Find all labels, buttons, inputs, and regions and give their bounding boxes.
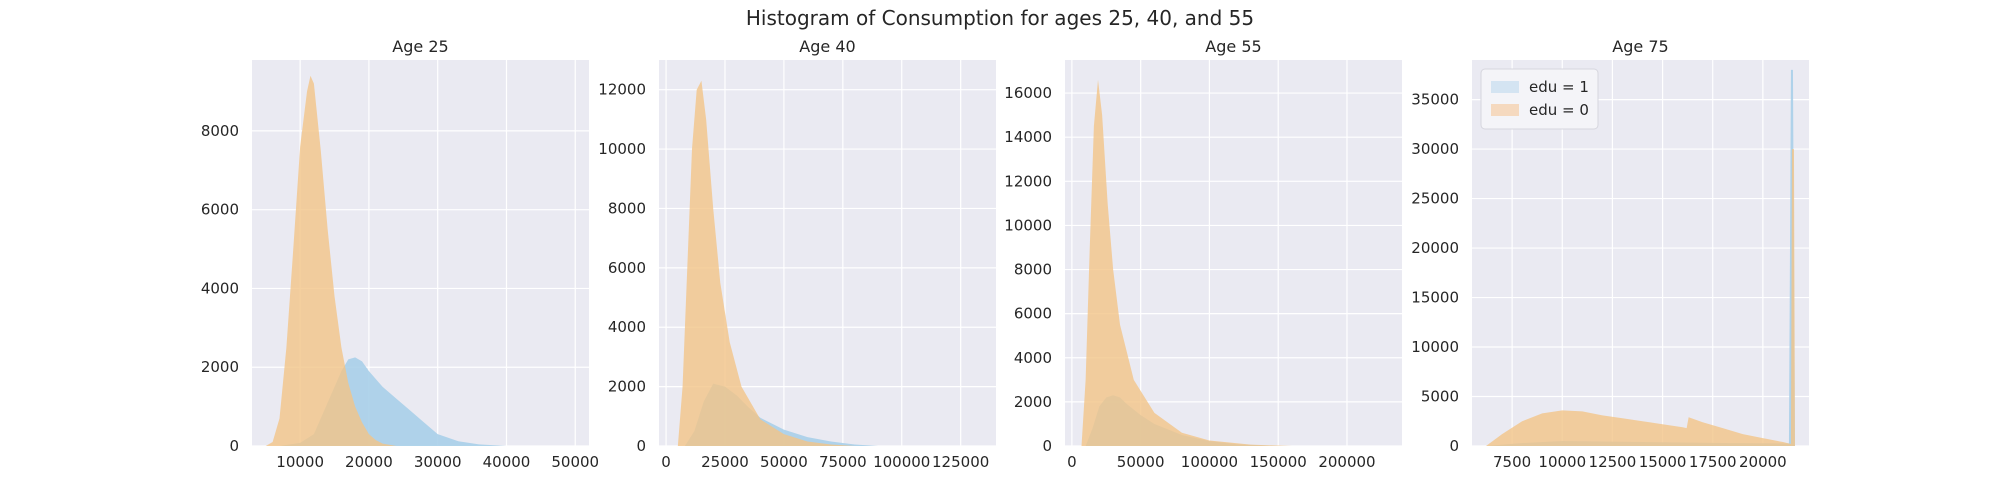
- x-tick-label: 25000: [701, 453, 749, 471]
- subplot-title: Age 55: [1205, 37, 1261, 56]
- y-tick-label: 6000: [1014, 305, 1052, 323]
- legend: edu = 1 edu = 0: [1480, 68, 1599, 130]
- subplot-title: Age 25: [392, 37, 448, 56]
- y-tick-label: 2000: [1014, 393, 1052, 411]
- y-tick-label: 30000: [1411, 140, 1459, 158]
- y-tick-label: 10000: [1411, 338, 1459, 356]
- figure-title: Histogram of Consumption for ages 25, 40…: [746, 6, 1254, 30]
- legend-swatch: [1491, 104, 1519, 116]
- legend-label: edu = 0: [1529, 101, 1589, 119]
- x-tick-label: 20000: [345, 453, 393, 471]
- y-tick-label: 15000: [1411, 289, 1459, 307]
- x-tick-label: 50000: [1117, 453, 1165, 471]
- y-tick-label: 4000: [608, 318, 646, 336]
- y-tick-label: 4000: [1014, 349, 1052, 367]
- histogram-areas: [677, 80, 879, 446]
- x-tick-label: 200000: [1318, 453, 1375, 471]
- y-tick-label: 2000: [608, 378, 646, 396]
- x-tick-label: 10000: [276, 453, 324, 471]
- x-tick-label: 30000: [414, 453, 462, 471]
- x-tick-label: 100000: [1181, 453, 1238, 471]
- y-tick-label: 8000: [1014, 261, 1052, 279]
- y-tick-label: 0: [229, 437, 239, 455]
- x-tick-label: 15000: [1639, 453, 1687, 471]
- x-tick-label: 75000: [819, 453, 867, 471]
- subplot-title: Age 40: [799, 37, 855, 56]
- y-tick-label: 35000: [1411, 91, 1459, 109]
- x-tick-label: 40000: [483, 453, 531, 471]
- y-tick-label: 10000: [1004, 216, 1052, 234]
- y-tick-label: 25000: [1411, 190, 1459, 208]
- y-tick-label: 10000: [598, 140, 646, 158]
- legend-swatch: [1491, 81, 1519, 93]
- histogram-areas: [265, 75, 507, 446]
- series-edu-0-histogram: [265, 75, 397, 446]
- y-tick-label: 5000: [1421, 388, 1459, 406]
- y-tick-label: 4000: [201, 279, 239, 297]
- panel-age-55: 0 50000 100000 150000 200000 0 2000 4000 6000 800…: [1004, 37, 1402, 471]
- y-tick-label: 0: [1042, 437, 1052, 455]
- x-tick-label: 150000: [1250, 453, 1307, 471]
- y-tick-label: 8000: [608, 199, 646, 217]
- x-tick-label: 7500: [1493, 453, 1531, 471]
- series-edu-0-histogram: [1081, 79, 1292, 446]
- x-tick-label: 100000: [873, 453, 930, 471]
- legend-label: edu = 1: [1529, 78, 1589, 96]
- y-tick-label: 0: [636, 437, 646, 455]
- series-edu-0-histogram: [677, 80, 855, 446]
- y-tick-label: 0: [1449, 437, 1459, 455]
- subplots: 10000 20000 30000 40000 50000020004000600080…: [201, 37, 1809, 471]
- y-tick-label: 8000: [201, 122, 239, 140]
- y-tick-label: 14000: [1004, 128, 1052, 146]
- y-tick-label: 16000: [1004, 84, 1052, 102]
- y-tick-label: 12000: [598, 81, 646, 99]
- x-tick-label: 125000: [932, 453, 989, 471]
- x-tick-label: 17500: [1689, 453, 1737, 471]
- x-tick-label: 50000: [760, 453, 808, 471]
- x-tick-label: 0: [1067, 453, 1077, 471]
- y-tick-label: 20000: [1411, 239, 1459, 257]
- histogram-areas: [1081, 79, 1292, 446]
- panel-age-75: 7500 10000 12500 15000 17500 2000005000100001…: [1411, 37, 1809, 471]
- panel-age-25: 10000 20000 30000 40000 50000 0 2000 4000 6000 80…: [201, 37, 599, 471]
- x-tick-label: 12500: [1589, 453, 1637, 471]
- x-tick-label: 0: [661, 453, 671, 471]
- panel-age-40: 0 25000 50000 75000 100000 125000 0 2000 4000 600…: [598, 37, 996, 471]
- x-tick-label: 20000: [1739, 453, 1787, 471]
- y-tick-label: 6000: [608, 259, 646, 277]
- y-tick-label: 2000: [201, 358, 239, 376]
- x-tick-label: 10000: [1538, 453, 1586, 471]
- x-tick-label: 50000: [551, 453, 599, 471]
- subplot-title: Age 75: [1612, 37, 1668, 56]
- y-tick-label: 6000: [201, 201, 239, 219]
- y-tick-label: 12000: [1004, 172, 1052, 190]
